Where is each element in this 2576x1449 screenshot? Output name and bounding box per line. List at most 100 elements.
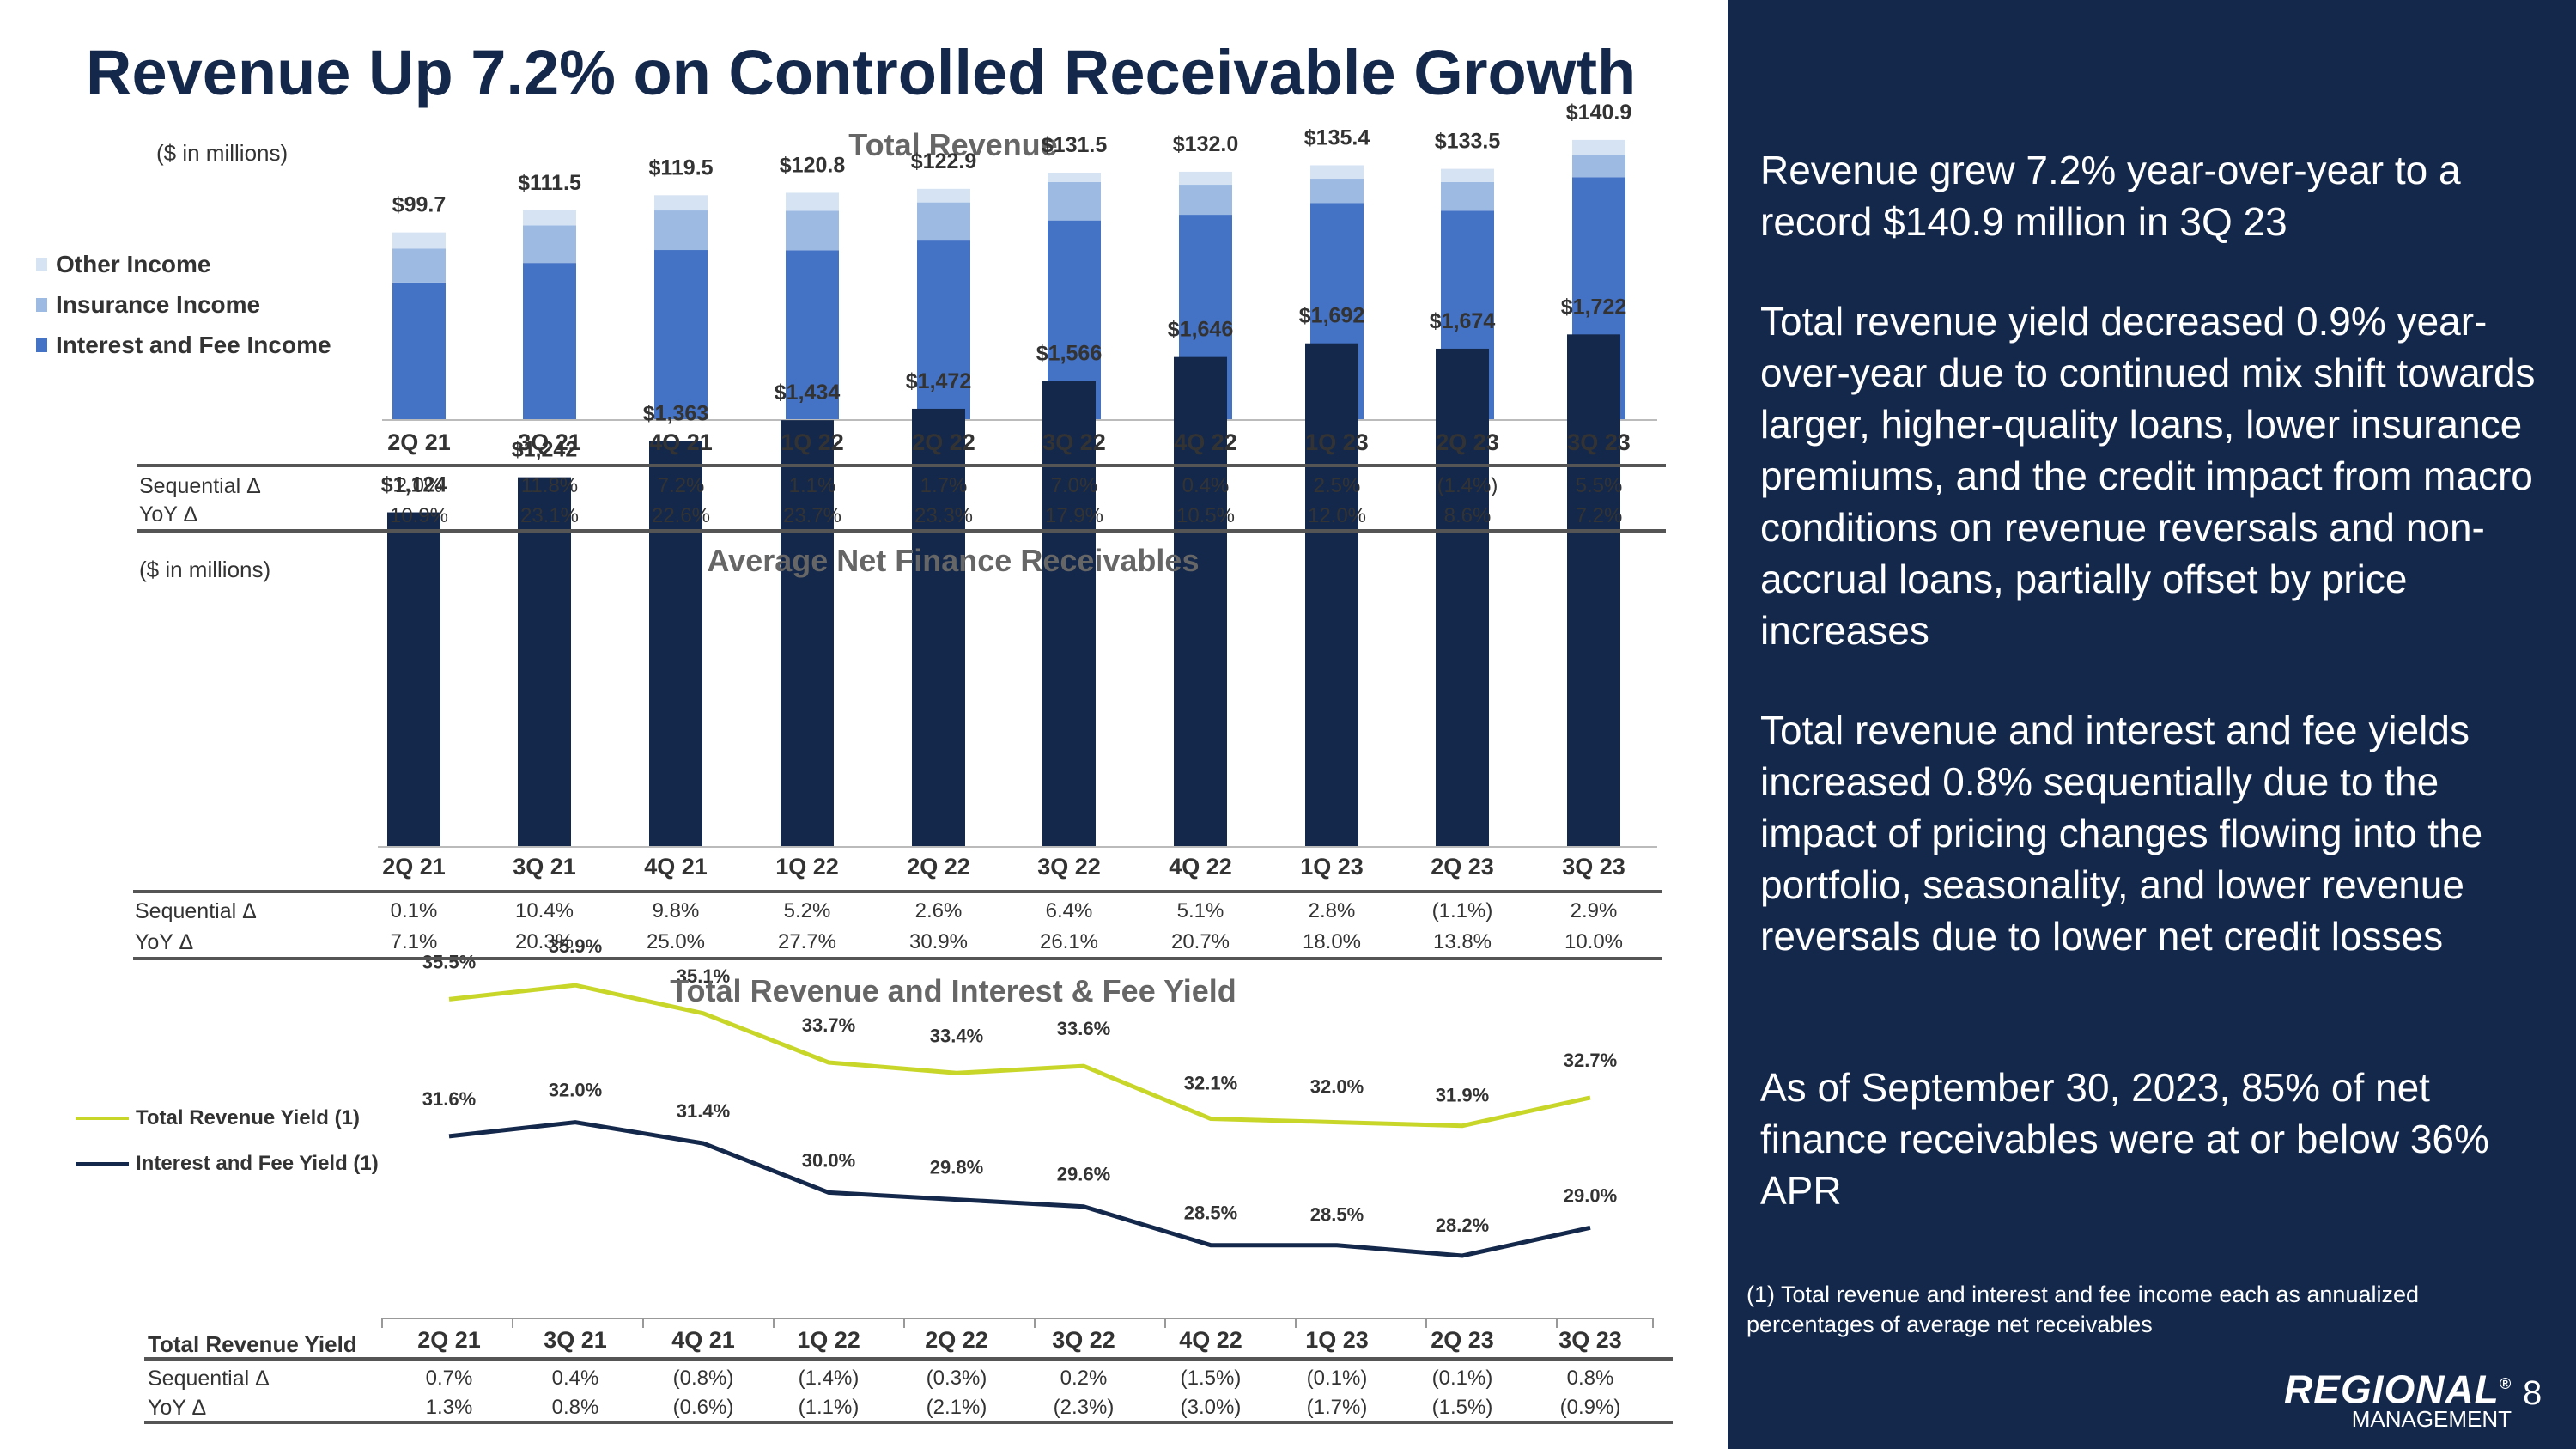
charts-svg: $99.7 $111.5 $119.5 $120.8 $122.9 $131.5 $132.… <box>378 100 1657 1328</box>
summary-panel <box>1728 0 2576 1449</box>
yield-seq-label: Sequential Δ <box>148 1367 270 1391</box>
summary-bullet-1: Revenue grew 7.2% year-over-year to a re… <box>1760 148 2461 244</box>
yield-axis-line <box>382 1318 1653 1319</box>
summary-bullet-3: Total revenue and interest and fee yield… <box>1760 708 2483 959</box>
yield-yoy-cell: (2.1%) <box>926 1396 987 1419</box>
receivables-value-label: $1,242 <box>512 438 577 462</box>
revenue-bar-insurance <box>1179 185 1232 216</box>
revenue-bar-insurance <box>786 210 839 251</box>
receivables-quarter-label: 4Q 22 <box>1169 854 1232 880</box>
revenue-quarter-label: 4Q 22 <box>1174 429 1237 455</box>
revenue-bar-insurance <box>654 210 708 251</box>
yield-yoy-cell: (3.0%) <box>1180 1396 1242 1419</box>
yield-yoy-cell: (0.6%) <box>672 1396 734 1419</box>
legend-label: Other Income <box>56 251 211 277</box>
revenue-seq-cell: 1.1% <box>788 474 836 497</box>
yield-seq-cell: (1.4%) <box>798 1367 860 1390</box>
yield-quarter-label: 1Q 22 <box>797 1327 860 1353</box>
receivables-yoy-cell: 10.0% <box>1564 930 1624 953</box>
receivables-value-label: $1,124 <box>381 473 447 497</box>
receivables-value-label: $1,692 <box>1299 304 1364 328</box>
yield-quarter-label: 4Q 21 <box>671 1327 735 1353</box>
interest-yield-label: 32.0% <box>549 1080 602 1101</box>
receivables-bar <box>1567 334 1620 847</box>
receivables-chart-title: Average Net Finance Receivables <box>707 543 1200 578</box>
yield-seq-cell: 0.4% <box>551 1367 599 1390</box>
summary-bullet-2: Total revenue yield decreased 0.9% year-… <box>1760 299 2536 653</box>
interest-yield-label: 29.8% <box>930 1157 983 1178</box>
revenue-yoy-label: YoY Δ <box>139 502 198 527</box>
summary-bullet-4: As of September 30, 2023, 85% of net fin… <box>1760 1065 2489 1213</box>
interest-yield-label: 29.0% <box>1564 1184 1617 1206</box>
receivables-bar <box>518 477 571 847</box>
legend-line-interest-yield <box>76 1162 129 1166</box>
receivables-value-label: $1,674 <box>1430 309 1496 333</box>
revenue-yoy-cell: 8.6% <box>1443 504 1492 527</box>
yield-seq-cell: 0.7% <box>425 1367 473 1390</box>
interest-yield-label: 28.2% <box>1436 1215 1489 1236</box>
revenue-total-label: $131.5 <box>1042 133 1108 157</box>
revenue-yoy-cell: 12.0% <box>1307 504 1367 527</box>
total-yield-label: 33.4% <box>930 1025 983 1046</box>
revenue-bar-other <box>786 192 839 211</box>
yield-quarter-label: 2Q 23 <box>1431 1327 1494 1353</box>
yield-quarter-label: 2Q 22 <box>925 1327 988 1353</box>
receivables-yoy-cell: 27.7% <box>777 930 837 953</box>
revenue-table-top-rule <box>137 464 1666 467</box>
revenue-seq-cell: 7.0% <box>1050 474 1098 497</box>
revenue-yoy-cell: 17.9% <box>1044 504 1104 527</box>
receivables-table-bottom-rule <box>133 957 1662 960</box>
revenue-quarter-label: 2Q 21 <box>387 429 451 455</box>
page-title: Revenue Up 7.2% on Controlled Receivable… <box>86 37 1637 108</box>
revenue-total-label: $99.7 <box>392 193 447 217</box>
revenue-total-label: $122.9 <box>911 149 976 174</box>
revenue-unit-note: ($ in millions) <box>156 140 289 166</box>
revenue-bar-other <box>1048 173 1101 182</box>
total-yield-label: 32.0% <box>1310 1076 1364 1098</box>
revenue-seq-cell: 7.2% <box>657 474 705 497</box>
yield-yoy-cell: (1.1%) <box>798 1396 860 1419</box>
receivables-seq-label: Sequential Δ <box>135 899 257 923</box>
revenue-quarter-label: 4Q 21 <box>649 429 713 455</box>
legend-line-total-yield <box>76 1117 129 1120</box>
receivables-yoy-cell: 20.7% <box>1170 930 1230 953</box>
revenue-bar-insurance <box>1441 181 1494 211</box>
yield-yoy-cell: (1.7%) <box>1306 1396 1368 1419</box>
page-number: 8 <box>2523 1374 2543 1412</box>
yield-seq-cell: 0.2% <box>1060 1367 1108 1390</box>
receivables-seq-cell: 9.8% <box>652 899 700 922</box>
total-revenue-yield-line <box>448 983 1591 1129</box>
revenue-bar-interest <box>917 240 970 420</box>
revenue-bar-insurance <box>1048 181 1101 221</box>
receivables-yoy-cell: 30.9% <box>908 930 969 953</box>
revenue-yoy-cell: 10.9% <box>389 504 449 527</box>
receivables-seq-cell: (1.1%) <box>1431 899 1493 922</box>
revenue-bar-insurance <box>1572 154 1625 178</box>
yield-chart-title: Total Revenue and Interest & Fee Yield <box>670 973 1236 1008</box>
yield-seq-cell: (0.1%) <box>1431 1367 1493 1390</box>
receivables-yoy-cell: 20.3% <box>514 930 574 953</box>
receivables-bar <box>912 408 965 847</box>
revenue-bar-insurance <box>1310 179 1364 204</box>
receivables-bar <box>1042 381 1096 848</box>
legend-swatch-interest <box>36 338 47 352</box>
receivables-yoy-cell: 26.1% <box>1039 930 1099 953</box>
revenue-seq-cell: 0.4% <box>1182 474 1230 497</box>
interest-yield-label: 28.5% <box>1184 1202 1237 1224</box>
footnote: (1) Total revenue and interest and fee i… <box>1747 1282 2420 1337</box>
interest-fee-yield-line <box>448 1120 1591 1258</box>
receivables-yoy-cell: 18.0% <box>1302 930 1362 953</box>
revenue-total-label: $135.4 <box>1304 125 1370 149</box>
receivables-value-label: $1,434 <box>775 381 841 405</box>
revenue-table-bottom-rule <box>137 529 1666 533</box>
legend-interest-fee-yield: Interest and Fee Yield (1) <box>76 1152 379 1176</box>
revenue-quarter-label: 3Q 21 <box>518 429 581 455</box>
yield-yoy-cell: 0.8% <box>551 1396 599 1419</box>
revenue-total-label: $133.5 <box>1435 130 1501 154</box>
yield-quarter-label: 4Q 22 <box>1179 1327 1242 1353</box>
receivables-quarter-label: 1Q 22 <box>775 854 839 880</box>
revenue-seq-label: Sequential Δ <box>139 474 261 498</box>
logo-registered-mark: ® <box>2499 1375 2512 1392</box>
revenue-bar-other <box>1441 168 1494 182</box>
total-yield-label: 32.7% <box>1564 1050 1617 1071</box>
